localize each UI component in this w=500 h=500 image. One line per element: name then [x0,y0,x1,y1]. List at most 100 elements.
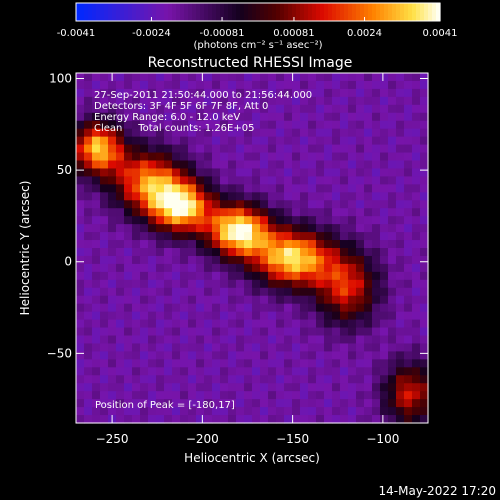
heatmap-cell [164,136,173,146]
heatmap-cell [284,168,293,178]
heatmap-cell [212,120,221,130]
heatmap-cell [236,415,245,424]
heatmap-cell [372,200,381,209]
heatmap-cell [92,255,101,265]
heatmap-cell [372,391,381,400]
heatmap-cell [124,383,133,392]
heatmap-cell [364,240,373,249]
heatmap-cell [116,295,125,305]
heatmap-cell [300,200,309,209]
colorbar-cell [428,3,433,21]
heatmap-cell [148,343,157,353]
heatmap-cell [412,335,421,345]
heatmap-cell [300,367,309,376]
heatmap-cell [404,184,413,193]
heatmap-cell [404,335,413,345]
heatmap-cell [164,112,173,122]
heatmap-cell [180,216,189,225]
heatmap-cell [276,120,285,130]
heatmap-cell [172,216,181,225]
heatmap-cell [132,248,141,257]
heatmap-cell [268,327,277,337]
heatmap-cell [308,160,317,170]
heatmap-cell [252,343,261,353]
heatmap-cell [212,248,221,257]
heatmap-cell [156,96,165,106]
colorbar-cell [340,3,345,21]
heatmap-cell [196,248,205,257]
heatmap-cell [252,152,261,162]
heatmap-cell [404,343,413,353]
heatmap-cell [196,359,205,368]
heatmap-cell [324,176,333,185]
heatmap-cell [180,128,189,138]
heatmap-cell [148,224,157,233]
heatmap-cell [204,383,213,392]
heatmap-cell [316,232,325,241]
heatmap-cell [92,104,101,114]
heatmap-cell [356,327,365,337]
colorbar-cell [76,3,81,21]
heatmap-cell [204,391,213,400]
heatmap-cell [380,88,389,98]
colorbar-tick-label: -0.0041 [57,28,96,39]
heatmap-cell [324,287,333,297]
colorbar-cell [424,3,429,21]
heatmap-cell [284,120,293,130]
heatmap-cell [380,375,389,384]
heatmap-cell [356,136,365,146]
heatmap-cell [364,200,373,209]
heatmap-cell [188,255,197,265]
heatmap-cell [108,160,117,170]
heatmap-cell [180,303,189,313]
heatmap-cell [124,224,133,233]
heatmap-cell [284,391,293,400]
heatmap-cell [92,120,101,130]
heatmap-cell [228,415,237,424]
heatmap-cell [156,287,165,297]
heatmap-cell [396,128,405,138]
heatmap-cell [292,128,301,138]
colorbar-cell [92,3,97,21]
heatmap-cell [276,224,285,233]
heatmap-cell [388,80,397,90]
heatmap-cell [196,415,205,424]
heatmap-cell [276,136,285,146]
heatmap-cell [356,303,365,313]
heatmap-cell [380,271,389,281]
heatmap-cell [92,303,101,313]
heatmap-cell [244,216,253,225]
heatmap-cell [92,152,101,162]
heatmap-cell [412,128,421,138]
heatmap-cell [156,192,165,201]
heatmap-cell [300,176,309,185]
heatmap-cell [172,359,181,368]
heatmap-cell [124,343,133,353]
heatmap-cell [404,112,413,122]
heatmap-cell [132,367,141,376]
heatmap-cell [324,120,333,130]
heatmap-cell [412,232,421,241]
heatmap-cell [156,295,165,305]
heatmap-cell [100,303,109,313]
heatmap-cell [100,311,109,321]
heatmap-cell [196,375,205,384]
heatmap-cell [356,80,365,90]
heatmap-cell [164,343,173,353]
heatmap-cell [284,359,293,368]
heatmap-cell [268,335,277,345]
heatmap-cell [292,112,301,122]
heatmap-cell [356,319,365,329]
heatmap-cell [380,112,389,122]
heatmap-cell [308,208,317,217]
heatmap-cell [404,104,413,114]
heatmap-cell [212,160,221,170]
heatmap-cell [180,96,189,106]
heatmap-cell [92,367,101,376]
heatmap-cell [316,391,325,400]
heatmap-cell [364,407,373,416]
annotation-detectors: Detectors: 3F 4F 5F 6F 7F 8F, Att 0 [94,101,268,112]
heatmap-cell [164,391,173,400]
heatmap-cell [196,112,205,122]
heatmap-cell [180,73,189,82]
